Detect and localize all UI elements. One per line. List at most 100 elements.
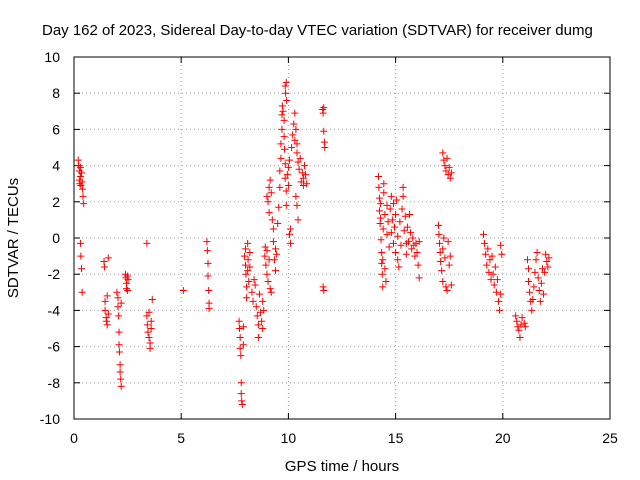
data-point xyxy=(124,286,132,294)
data-point xyxy=(254,321,262,329)
data-point xyxy=(397,241,405,249)
data-point xyxy=(296,154,304,162)
data-point xyxy=(388,216,396,224)
data-point xyxy=(379,225,387,233)
data-point xyxy=(101,306,109,314)
data-point xyxy=(284,182,292,190)
data-point xyxy=(275,203,283,211)
data-point xyxy=(377,236,385,244)
data-point xyxy=(444,171,452,179)
data-point xyxy=(294,216,302,224)
data-point xyxy=(205,305,213,313)
data-point xyxy=(496,306,504,314)
data-point xyxy=(282,201,290,209)
data-point xyxy=(378,248,386,256)
data-point xyxy=(284,163,292,171)
data-point xyxy=(203,238,211,246)
data-point xyxy=(526,288,534,296)
data-point xyxy=(545,254,553,262)
y-tick-label: 10 xyxy=(44,49,60,65)
data-point xyxy=(438,267,446,275)
axis-ticks xyxy=(73,56,611,420)
data-point xyxy=(104,254,112,262)
data-point xyxy=(248,288,256,296)
data-point xyxy=(529,296,537,304)
data-point xyxy=(204,259,212,267)
data-point xyxy=(116,368,124,376)
data-point xyxy=(101,297,109,305)
data-point xyxy=(446,174,454,182)
data-point xyxy=(401,212,409,220)
data-point xyxy=(520,319,528,327)
data-point xyxy=(441,162,449,170)
data-point xyxy=(516,334,524,342)
data-point xyxy=(540,290,548,298)
y-tick-label: 6 xyxy=(52,121,60,137)
y-tick-label: -2 xyxy=(48,266,61,282)
data-point xyxy=(531,268,539,276)
data-point xyxy=(523,256,531,264)
data-point xyxy=(246,248,254,256)
x-tick-label: 15 xyxy=(388,430,404,446)
data-point xyxy=(320,104,328,112)
data-point xyxy=(267,288,275,296)
data-point xyxy=(243,294,251,302)
data-point xyxy=(281,82,289,90)
data-point xyxy=(103,292,111,300)
data-point xyxy=(515,326,523,334)
data-point xyxy=(285,156,293,164)
data-point xyxy=(260,306,268,314)
data-point xyxy=(245,277,253,285)
data-point xyxy=(261,243,269,251)
data-point xyxy=(436,239,444,247)
data-point xyxy=(114,294,122,302)
data-point xyxy=(409,234,417,242)
data-point xyxy=(399,183,407,191)
data-point xyxy=(536,297,544,305)
data-point xyxy=(203,247,211,255)
data-point xyxy=(204,272,212,280)
data-point xyxy=(146,344,154,352)
data-point xyxy=(303,180,311,188)
data-point xyxy=(517,321,525,329)
data-point xyxy=(525,277,533,285)
data-point xyxy=(447,169,455,177)
data-point xyxy=(497,241,505,249)
data-point xyxy=(440,234,448,242)
data-point xyxy=(242,261,250,269)
data-point xyxy=(491,263,499,271)
data-point xyxy=(279,107,287,115)
data-point xyxy=(293,149,301,157)
data-point xyxy=(393,196,401,204)
data-point xyxy=(115,328,123,336)
data-point xyxy=(480,230,488,238)
data-point xyxy=(386,205,394,213)
data-point xyxy=(298,169,306,177)
data-point xyxy=(281,174,289,182)
gridlines xyxy=(74,57,610,419)
data-point xyxy=(276,183,284,191)
data-point xyxy=(411,252,419,260)
data-point xyxy=(274,220,282,228)
data-point xyxy=(439,149,447,157)
data-point xyxy=(287,239,295,247)
data-point xyxy=(445,261,453,269)
data-point xyxy=(375,183,383,191)
data-point xyxy=(399,192,407,200)
data-point xyxy=(403,223,411,231)
data-point xyxy=(263,192,271,200)
data-point xyxy=(447,281,455,289)
data-point xyxy=(281,160,289,168)
data-point xyxy=(115,341,123,349)
data-point xyxy=(514,323,522,331)
data-point xyxy=(299,174,307,182)
data-point xyxy=(239,323,247,331)
data-point xyxy=(78,288,86,296)
data-point xyxy=(282,89,290,97)
data-point xyxy=(235,317,243,325)
data-point xyxy=(242,270,250,278)
y-tick-label: 0 xyxy=(52,230,60,246)
data-point xyxy=(406,210,414,218)
data-point xyxy=(541,268,549,276)
data-point xyxy=(377,200,385,208)
